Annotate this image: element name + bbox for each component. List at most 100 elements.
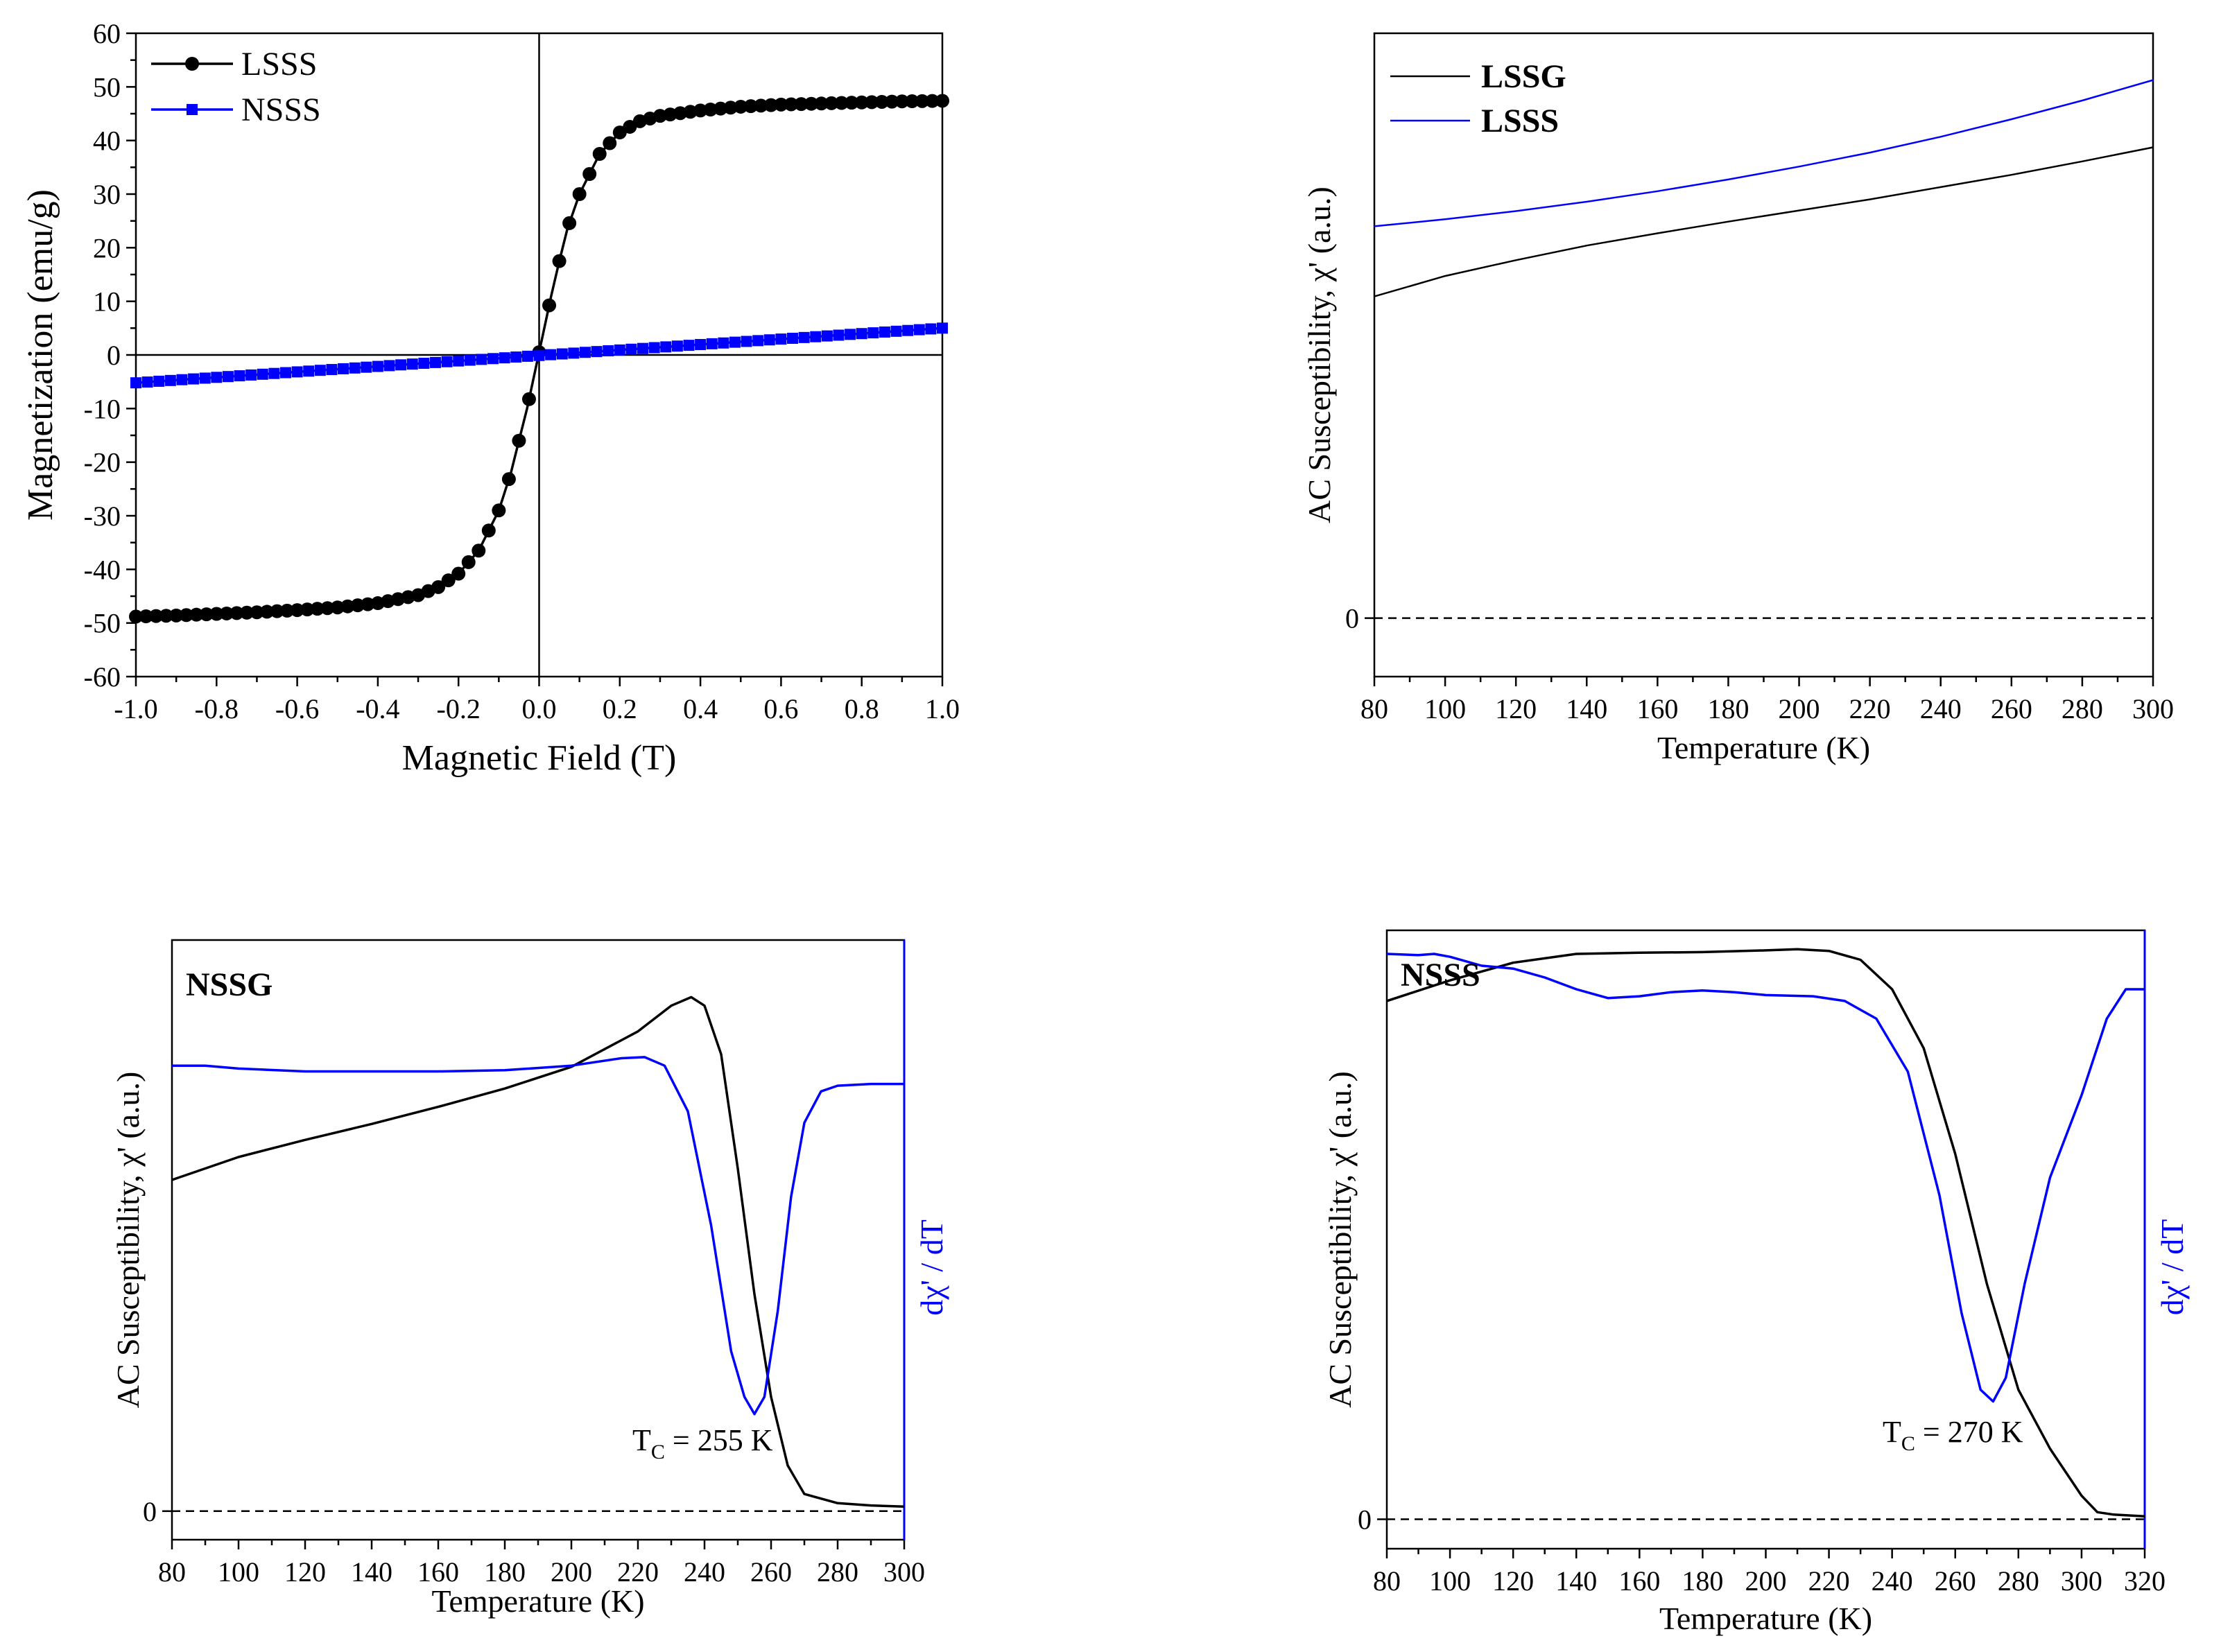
data-point-lsss (854, 95, 869, 110)
x-tick-label: 160 (1636, 693, 1678, 724)
data-point-nsss (453, 355, 465, 367)
x-tick-label: 140 (351, 1556, 392, 1588)
data-point-nsss (913, 324, 925, 336)
x-axis-label: Magnetic Field (T) (402, 738, 677, 778)
legend-marker-circle (185, 57, 199, 71)
data-point-lsss (703, 103, 718, 117)
data-point-nsss (464, 354, 476, 366)
y-tick-label: -60 (84, 661, 121, 693)
tc-subscript: C (651, 1441, 665, 1463)
data-point-lsss (834, 96, 849, 110)
data-point-lsss (824, 96, 839, 110)
data-point-lsss (209, 607, 224, 621)
data-point-nsss (568, 347, 580, 359)
y-tick-label: -10 (84, 393, 121, 424)
y-axis-label: Magnetization (emu/g) (21, 189, 60, 521)
y-tick-label: 0 (143, 1496, 157, 1527)
data-point-lsss (361, 597, 375, 611)
legend-label-0: LSSG (1481, 58, 1566, 95)
data-point-lsss (663, 107, 677, 122)
data-point-lsss (582, 167, 597, 181)
data-point-lsss (481, 523, 496, 538)
x-axis-label: Temperature (K) (431, 1583, 644, 1619)
data-point-lsss (350, 598, 365, 613)
x-tick-label: 300 (883, 1556, 925, 1588)
data-point-nsss (706, 338, 718, 349)
x-tick-label: -0.4 (356, 693, 399, 724)
tc-annotation: TC = 255 K (632, 1423, 773, 1463)
data-point-nsss (211, 372, 223, 383)
data-point-nsss (637, 342, 649, 354)
data-point-lsss (935, 94, 949, 108)
data-point-lsss (754, 98, 768, 113)
x-tick-label: 280 (1998, 1565, 2039, 1597)
data-point-lsss (794, 97, 809, 112)
x-tick-label: -0.2 (437, 693, 481, 724)
data-point-lsss (300, 602, 315, 617)
tc-symbol: T (1883, 1415, 1901, 1449)
data-point-nsss (556, 348, 568, 360)
x-tick-label: 220 (1808, 1565, 1850, 1597)
data-point-nsss (718, 337, 729, 349)
data-point-lsss (139, 609, 153, 623)
data-point-lsss (501, 472, 516, 487)
x-tick-label: 120 (1495, 693, 1537, 724)
data-point-lsss (169, 608, 184, 623)
data-point-nsss (349, 362, 361, 374)
chart-panel-magnetization: -1.0 -0.8 -0.6 -0.4 -0.2 0.0 0.2 0.4 0.6 0.8 1.0 60… (21, 18, 960, 778)
data-point-nsss (441, 356, 453, 367)
tc-subscript: C (1901, 1432, 1915, 1455)
chart-panel-nssg: 80 100 120 140 160 180 200 220 240 260 280 300 0 Temp… (110, 939, 949, 1619)
data-point-lsss (874, 94, 889, 109)
data-point-lsss (259, 605, 274, 619)
x-tick-label: 180 (1707, 693, 1749, 724)
series-line-0 (1374, 146, 2154, 297)
x-tick-label: 140 (1555, 1565, 1597, 1597)
data-point-nsss (763, 334, 775, 346)
y-tick-label: 40 (93, 125, 121, 157)
x-tick-label: 120 (1492, 1565, 1534, 1597)
tc-annotation: TC = 270 K (1883, 1415, 2023, 1455)
data-point-nsss (902, 324, 914, 336)
data-point-nsss (314, 365, 326, 376)
y-tick-label: 10 (93, 286, 121, 318)
legend-marker-square (187, 104, 198, 115)
data-point-nsss (695, 338, 707, 350)
data-point-nsss (937, 322, 948, 334)
data-point-nsss (234, 370, 245, 382)
data-point-lsss (199, 607, 214, 622)
data-point-lsss (230, 606, 244, 620)
data-point-lsss (270, 604, 284, 618)
x-tick-label: 120 (284, 1556, 326, 1588)
data-point-nsss (810, 331, 822, 342)
data-point-lsss (693, 103, 708, 118)
data-point-nsss (383, 360, 395, 372)
data-point-nsss (257, 368, 268, 380)
x-tick-label: 80 (1373, 1565, 1401, 1597)
data-point-lsss (734, 99, 748, 114)
data-point-nsss (245, 369, 257, 381)
data-point-lsss (159, 609, 173, 623)
data-point-lsss (743, 99, 758, 114)
data-point-nsss (521, 350, 533, 362)
data-point-nsss (164, 374, 176, 386)
data-point-lsss (673, 106, 688, 121)
x-tick-label: 320 (2124, 1565, 2166, 1597)
data-point-nsss (729, 336, 741, 348)
data-point-nsss (833, 329, 845, 341)
data-point-lsss (572, 187, 587, 201)
x-tick-label: 0.2 (603, 693, 637, 724)
data-point-lsss (521, 392, 536, 406)
data-point-nsss (787, 332, 799, 344)
x-tick-label: 80 (158, 1556, 186, 1588)
data-point-nsss (199, 372, 211, 384)
x-tick-label: 180 (484, 1556, 526, 1588)
legend-label-0: LSSS (241, 46, 317, 82)
x-tick-label: 100 (218, 1556, 259, 1588)
data-point-nsss (579, 347, 591, 358)
x-tick-label: -0.6 (275, 693, 319, 724)
data-point-lsss (865, 95, 879, 110)
y-tick-label: -50 (84, 608, 121, 639)
data-point-lsss (340, 599, 355, 614)
data-point-lsss (784, 97, 798, 112)
